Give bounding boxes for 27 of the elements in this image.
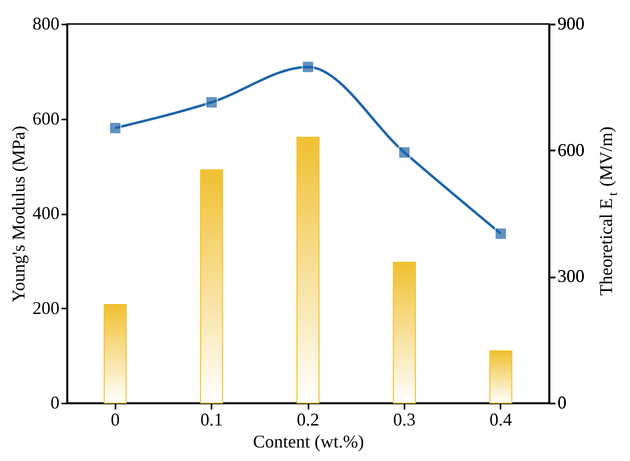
point <box>109 122 122 134</box>
y2-tick-label: 0 <box>558 392 566 412</box>
point <box>398 146 411 159</box>
y-tick-label: 800 <box>32 14 60 34</box>
x-tick-label: 0.2 <box>296 410 320 430</box>
y2-tick-label: 900 <box>558 14 584 34</box>
y-axis-title: Young's Modulus (MPa) <box>8 126 28 302</box>
y-tick-label: 400 <box>32 203 60 223</box>
x-tick-label: 0.3 <box>393 410 416 430</box>
point <box>205 96 218 109</box>
x-axis-title: Content (wt.%) <box>253 432 364 452</box>
bar <box>296 136 320 404</box>
point <box>494 228 507 240</box>
point <box>302 60 314 74</box>
y-tick-label: 200 <box>32 298 60 318</box>
x-tick-label: 0.4 <box>490 410 512 430</box>
bar <box>200 169 224 404</box>
y2-tick-label: 600 <box>558 140 584 160</box>
y-tick-label: 600 <box>32 108 60 128</box>
x-tick-label: 0.1 <box>200 410 223 430</box>
bar <box>489 350 512 404</box>
bar <box>392 262 416 404</box>
y2-tick-label: 300 <box>558 266 584 286</box>
y-tick-label: 0 <box>50 392 60 412</box>
y2-axis-title: Theoretical Et (MV/m) <box>596 126 620 296</box>
bar <box>104 304 127 404</box>
x-tick-label: 0 <box>110 410 120 430</box>
